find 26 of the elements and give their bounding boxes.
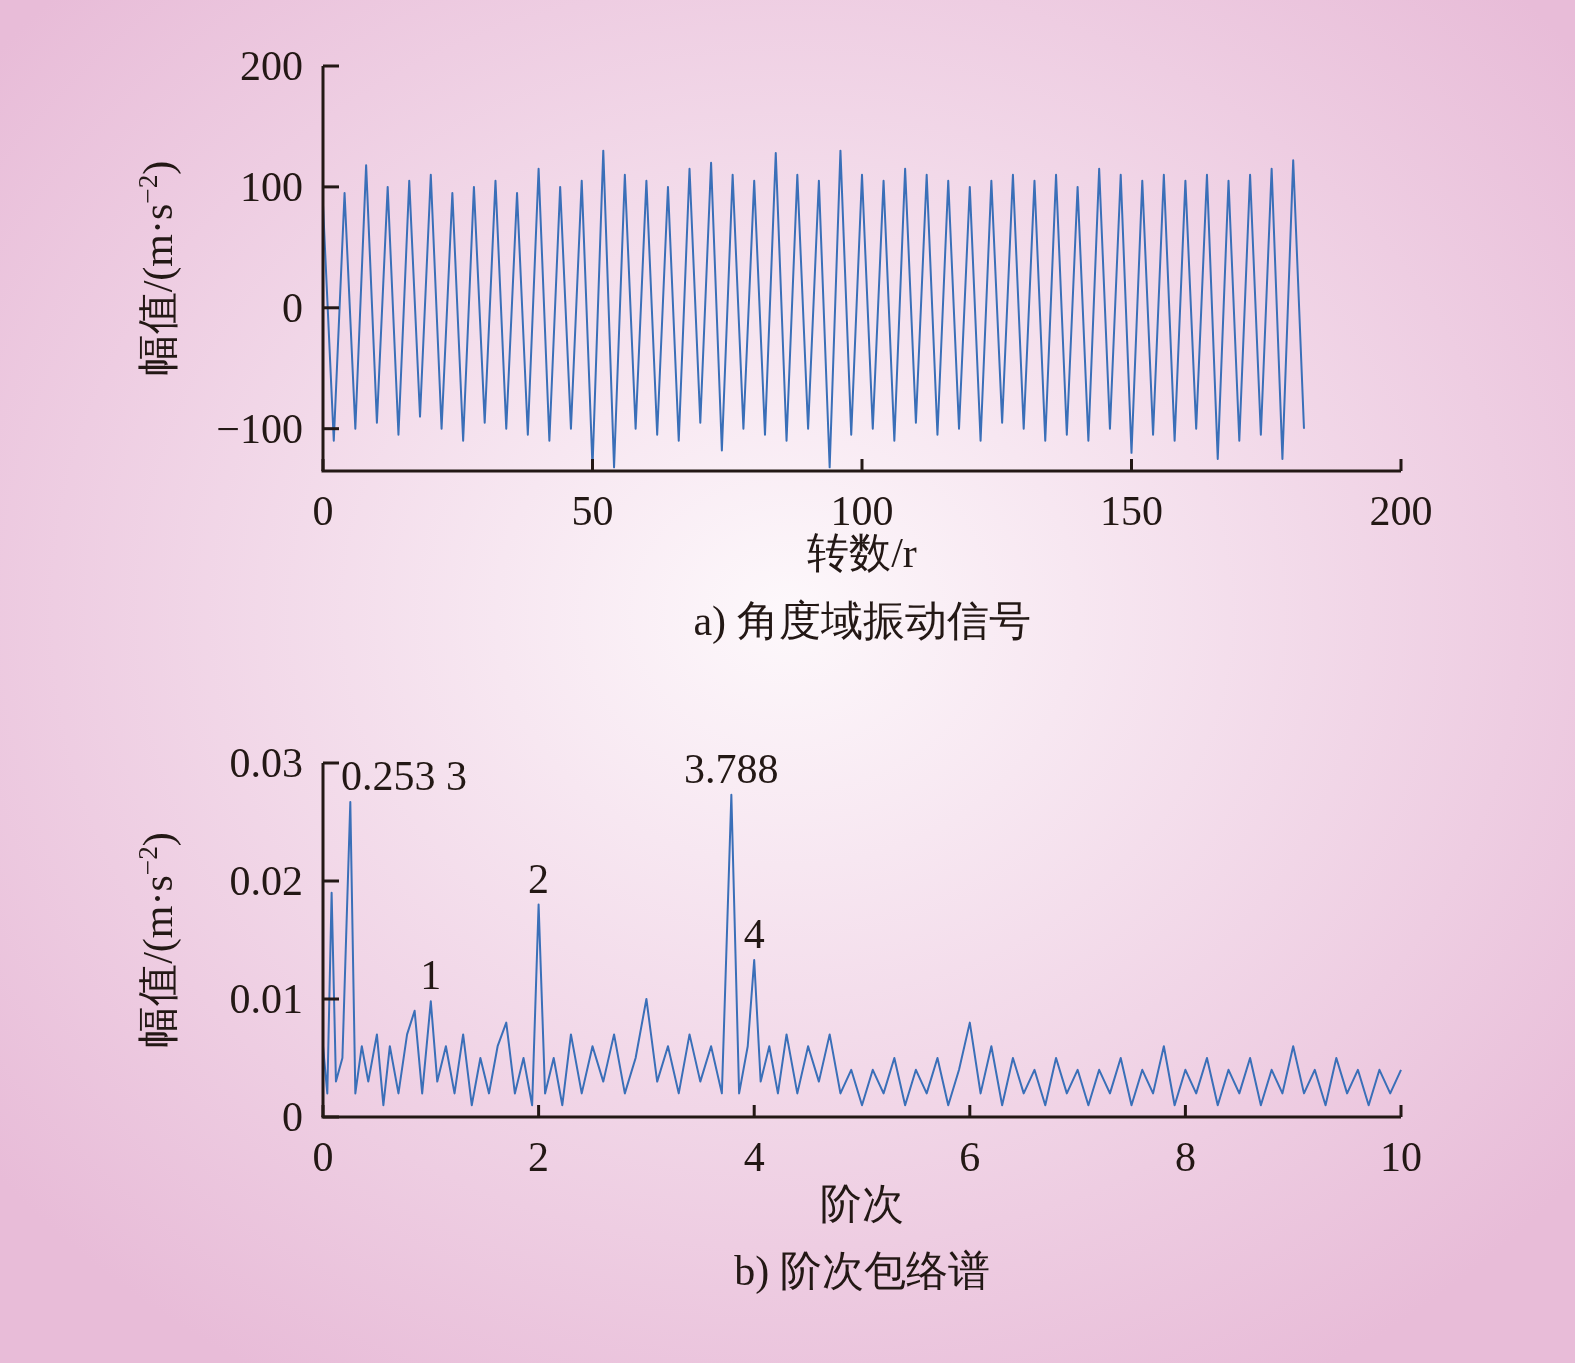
annotation: 1 <box>420 952 442 999</box>
annotation: 4 <box>743 911 765 958</box>
y-tick-label: 0 <box>282 1094 303 1140</box>
annotation: 2 <box>528 855 550 902</box>
text: a) 角度域振动信号 <box>693 598 1031 645</box>
x-tick-label: 6 <box>959 1134 981 1180</box>
x-axis-title: 阶次 <box>820 1181 904 1227</box>
text: b) 阶次包络谱 <box>734 1248 990 1295</box>
x-tick-label: 50 <box>571 488 614 534</box>
y-tick-label: 0.02 <box>229 858 303 904</box>
x-tick-label: 4 <box>743 1134 765 1180</box>
x-tick-label: 10 <box>1380 1134 1422 1180</box>
y-tick-label: 0 <box>282 284 303 331</box>
x-tick-label: 0 <box>312 488 334 534</box>
x-tick-label: 200 <box>1369 488 1433 534</box>
annotation: 3.788 <box>684 745 779 792</box>
x-tick-label: 0 <box>312 1134 334 1180</box>
y-tick-label: 100 <box>240 163 303 210</box>
annotation: 0.253 3 <box>341 752 467 799</box>
y-tick-label: 0.03 <box>229 740 303 786</box>
x-tick-label: 2 <box>528 1134 550 1180</box>
x-tick-label: 8 <box>1174 1134 1196 1180</box>
y-tick-label: 0.01 <box>229 976 303 1022</box>
x-tick-label: 150 <box>1100 488 1163 534</box>
y-tick-label: 200 <box>240 43 303 89</box>
y-tick-label: −100 <box>216 405 303 452</box>
